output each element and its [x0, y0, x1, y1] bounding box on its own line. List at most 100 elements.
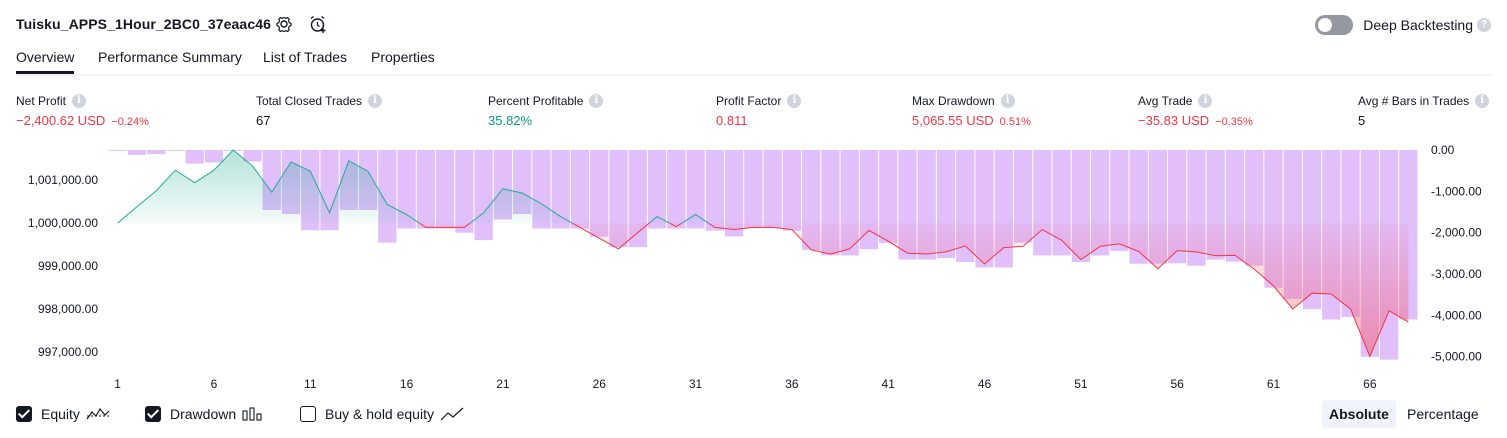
- legend-label: Equity: [41, 406, 80, 422]
- x-tick-label: 66: [1363, 377, 1377, 391]
- stat-net-profit: Net Profit i −2,400.62 USD −0.24%: [16, 94, 149, 128]
- tab-performance-summary[interactable]: Performance Summary: [98, 49, 242, 65]
- drawdown-bar: [147, 150, 166, 155]
- summary-stats: Net Profit i −2,400.62 USD −0.24% Total Cl…: [16, 94, 1491, 134]
- equity-line-positive: [117, 149, 710, 224]
- x-tick-label: 46: [978, 377, 992, 391]
- left-axis: 1,001,000.00 1,000,000.00 999,000.00 998,00…: [28, 173, 98, 359]
- strategy-title: Tuisku_APPS_1Hour_2BC0_37eaac46: [16, 16, 271, 32]
- drawdown-bar: [397, 150, 416, 229]
- stat-percent-profitable: Percent Profitable i 35.82%: [488, 94, 604, 128]
- stat-label: Avg # Bars in Trades: [1358, 94, 1470, 108]
- info-icon[interactable]: i: [1475, 94, 1490, 108]
- right-tick-label: -1,000.00: [1431, 184, 1482, 198]
- stat-value: 35.82%: [488, 113, 533, 128]
- info-icon[interactable]: i: [72, 94, 87, 108]
- legend-buy-hold-equity[interactable]: Buy & hold equity: [300, 404, 464, 424]
- tab-list-of-trades[interactable]: List of Trades: [263, 49, 348, 65]
- alarm-clock-plus-icon[interactable]: [308, 14, 328, 34]
- drawdown-bar: [474, 150, 493, 241]
- legend-label: Drawdown: [170, 406, 237, 422]
- drawdown-bar: [667, 150, 686, 229]
- right-tick-label: -3,000.00: [1431, 267, 1482, 281]
- stat-value: 67: [256, 113, 271, 128]
- x-tick-label: 11: [304, 377, 317, 391]
- bar-chart-icon: [242, 407, 262, 421]
- drawdown-bar: [570, 150, 590, 229]
- x-tick-label: 41: [882, 377, 896, 391]
- x-tick-label: 6: [211, 377, 218, 391]
- right-tick-label: -4,000.00: [1431, 308, 1482, 322]
- drawdown-bar: [243, 150, 262, 162]
- drawdown-bar: [166, 150, 185, 151]
- right-axis: 0.00 -1,000.00 -2,000.00 -3,000.00 -4,000.00…: [1431, 143, 1482, 364]
- buy-hold-checkbox[interactable]: [300, 406, 316, 422]
- stat-percent: −0.24%: [111, 116, 149, 128]
- gear-icon[interactable]: [274, 14, 294, 34]
- percentage-mode-button[interactable]: Percentage: [1407, 406, 1479, 422]
- equity-checkbox[interactable]: [16, 406, 32, 422]
- right-tick-label: 0.00: [1431, 143, 1455, 157]
- stat-label: Percent Profitable: [488, 94, 584, 108]
- right-tick-label: -5,000.00: [1431, 350, 1482, 364]
- info-icon[interactable]: i: [589, 94, 604, 108]
- equity-area: [117, 150, 1409, 357]
- tab-properties[interactable]: Properties: [371, 49, 435, 65]
- drawdown-bar: [609, 150, 628, 248]
- drawdown-bar: [590, 150, 609, 237]
- deep-backtesting-control: Deep Backtesting ?: [1315, 14, 1491, 36]
- drawdown-bar: [879, 150, 898, 244]
- stat-value: 5,065.55 USD: [912, 113, 994, 128]
- equity-area-negative: [117, 223, 1409, 357]
- stat-total-closed-trades: Total Closed Trades i 67: [256, 94, 383, 128]
- equity-line-icon: [86, 407, 110, 420]
- equity-line-negative: [117, 223, 1409, 358]
- info-icon[interactable]: i: [368, 94, 383, 108]
- drawdown-bar: [416, 150, 435, 229]
- stat-label: Profit Factor: [716, 94, 782, 108]
- stat-value: −35.83 USD: [1138, 113, 1210, 128]
- stat-value: 0.811: [716, 113, 748, 128]
- question-icon[interactable]: ?: [1477, 18, 1491, 32]
- x-tick-label: 61: [1267, 377, 1281, 391]
- x-tick-label: 51: [1074, 377, 1088, 391]
- legend-drawdown[interactable]: Drawdown: [145, 404, 264, 424]
- x-tick-label: 31: [689, 377, 703, 391]
- x-tick-label: 16: [400, 377, 414, 391]
- drawdown-bar: [782, 150, 802, 231]
- drawdown-bar: [455, 150, 474, 233]
- drawdown-bar: [204, 150, 224, 163]
- drawdown-bar: [686, 150, 705, 229]
- drawdown-bar: [1013, 150, 1033, 243]
- deep-backtesting-toggle[interactable]: [1315, 15, 1354, 35]
- drawdown-bar: [705, 150, 724, 231]
- left-tick-label: 1,001,000.00: [28, 173, 98, 187]
- equity-line: [117, 149, 1409, 358]
- x-tick-label: 36: [785, 377, 799, 391]
- drawdown-bar: [724, 150, 744, 237]
- info-icon[interactable]: i: [1198, 94, 1213, 108]
- tab-overview[interactable]: Overview: [16, 49, 75, 74]
- drawdown-bar: [647, 150, 667, 229]
- drawdown-bar: [108, 150, 127, 151]
- drawdown-bar: [763, 150, 782, 229]
- drawdown-bar: [185, 150, 204, 164]
- stat-max-drawdown: Max Drawdown i 5,065.55 USD 0.51%: [912, 94, 1031, 128]
- deep-backtesting-label: Deep Backtesting: [1363, 17, 1473, 33]
- drawdown-checkbox[interactable]: [145, 406, 161, 422]
- absolute-mode-button[interactable]: Absolute: [1322, 400, 1396, 428]
- info-icon[interactable]: i: [787, 94, 802, 108]
- drawdown-bar: [127, 150, 147, 155]
- report-tabs: Overview Performance Summary List of Tra…: [16, 48, 1491, 76]
- info-icon[interactable]: i: [1000, 94, 1015, 108]
- x-tick-label: 21: [496, 377, 510, 391]
- left-tick-label: 998,000.00: [38, 302, 98, 316]
- equity-area-positive: [117, 150, 709, 224]
- legend-label: Buy & hold equity: [325, 406, 434, 422]
- x-tick-label: 1: [114, 377, 121, 391]
- drawdown-bar: [436, 150, 455, 229]
- legend-equity[interactable]: Equity: [16, 404, 110, 424]
- equity-drawdown-chart[interactable]: 1,001,000.00 1,000,000.00 999,000.00 998,00…: [0, 140, 1507, 396]
- stat-avg-trade: Avg Trade i −35.83 USD −0.35%: [1138, 94, 1253, 128]
- x-tick-label: 26: [593, 377, 607, 391]
